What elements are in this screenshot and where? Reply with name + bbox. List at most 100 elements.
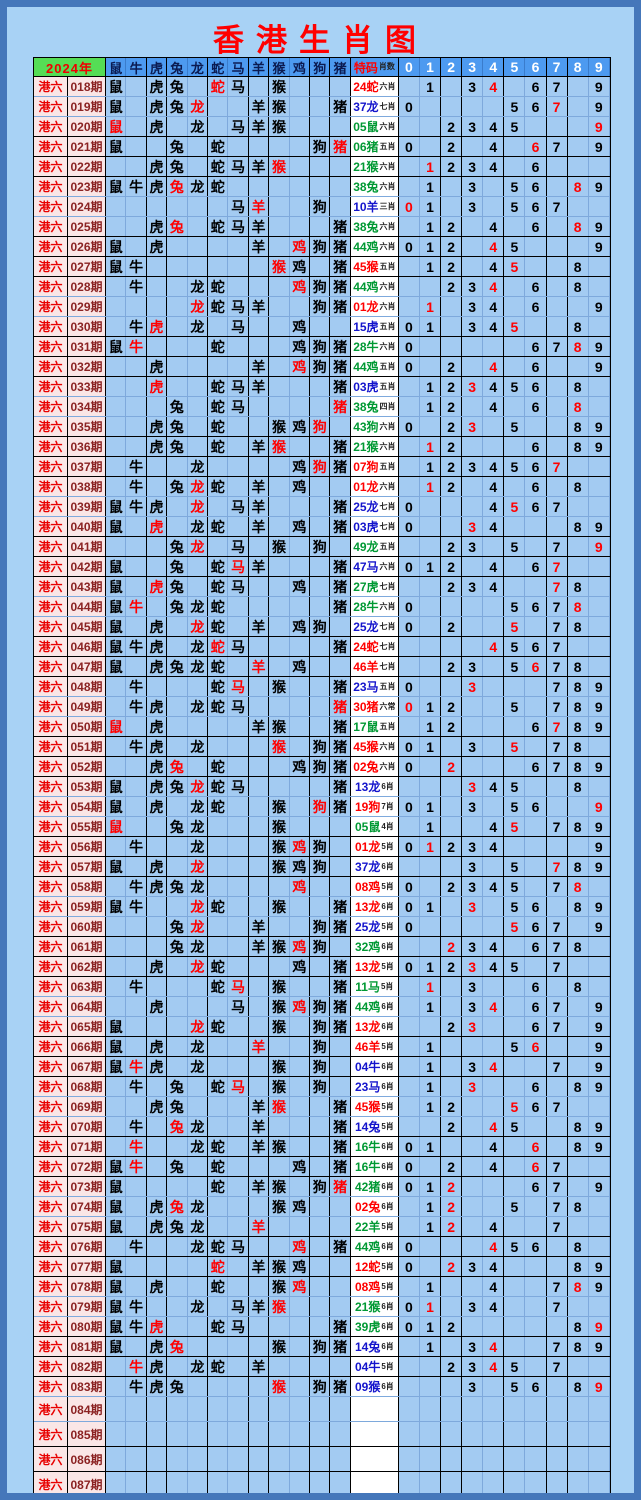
zodiac-cell [249,77,270,96]
zodiac-cell: 牛 [126,1317,147,1336]
digit-cell [483,1422,505,1446]
zodiac-cell: 蛇 [208,797,229,816]
digit-value: 9 [594,518,603,535]
zodiac-cell [106,277,127,296]
digit-cell [462,697,484,716]
zodiac-char: 龙 [190,538,205,555]
zodiac-cell [249,1277,270,1296]
zodiac-char: 狗 [312,1378,327,1395]
digit-cell: 6 [525,157,547,176]
digit-cell [504,1157,526,1176]
zodiac-cell: 猪 [330,297,351,316]
digit-value: 7 [552,1018,561,1035]
digit-cell [483,757,505,776]
zodiac-char: 羊 [251,1118,266,1135]
zodiac-cell: 鸡 [290,317,311,336]
digit-value: 8 [573,1318,582,1335]
digit-cell: 4 [483,637,505,656]
special-number: 23马 [354,1080,381,1094]
special-suffix: 六肖 [379,162,396,171]
digit-value: 8 [573,178,582,195]
digit-value: 0 [405,618,413,635]
digit-cell: 9 [589,297,610,316]
zodiac-cell: 羊 [249,1037,270,1056]
special-suffix: 5肖 [381,842,394,851]
digit-cell: 6 [525,997,547,1016]
digit-cell [399,1197,420,1216]
zodiac-cell: 龙 [188,1017,209,1036]
digit-value: 2 [447,1098,455,1115]
digit-value: 5 [510,618,519,635]
digit-cell: 2 [441,697,463,716]
zodiac-cell [147,277,168,296]
digit-cell [420,1237,442,1256]
zodiac-cell [249,977,270,996]
zodiac-cell [167,357,188,376]
zodiac-cell: 鸡 [290,857,311,876]
zodiac-char: 猪 [333,798,348,815]
digit-value: 8 [573,1138,582,1155]
zodiac-cell: 鼠 [106,497,127,516]
digit-cell [483,617,505,636]
zodiac-cell: 兔 [167,577,188,596]
digit-cell: 1 [420,1337,442,1356]
digit-cell [420,917,442,936]
digit-cell: 4 [483,297,505,316]
zodiac-cell: 兔 [167,817,188,836]
digit-cell: 4 [483,157,505,176]
zodiac-char: 猴 [271,538,286,555]
zodiac-cell [147,917,168,936]
period-cell: 085期 [68,1422,106,1446]
zodiac-cell: 羊 [249,1097,270,1116]
row-label-cell: 港六 [34,217,68,236]
zodiac-cell [188,357,209,376]
digit-cell [525,1397,547,1421]
zodiac-cell [269,337,290,356]
zodiac-cell: 鸡 [290,837,311,856]
digit-cell [504,1397,526,1421]
digit-value: 5 [510,898,519,915]
zodiac-char: 兔 [169,218,184,235]
row-label-cell: 港六 [34,637,68,656]
digit-value: 1 [426,1198,434,1215]
zodiac-cell [228,797,249,816]
zodiac-cell [147,197,168,216]
zodiac-cell: 牛 [126,897,147,916]
zodiac-cell: 羊 [249,1217,270,1236]
zodiac-char: 猪 [333,778,348,795]
zodiac-cell: 龙 [188,1137,209,1156]
digit-cell: 4 [483,497,505,516]
zodiac-cell: 虎 [147,237,168,256]
digit-cell: 6 [525,1097,547,1116]
zodiac-char: 猪 [333,338,348,355]
digit-cell [462,257,484,276]
digit-cell: 0 [399,1257,420,1276]
digit-value: 4 [489,1358,498,1375]
digit-cell [504,137,526,156]
digit-cell [568,1422,589,1446]
zodiac-cell [249,177,270,196]
digit-cell: 3 [462,1057,484,1076]
zodiac-cell: 蛇 [208,137,229,156]
digit-cell [420,857,442,876]
digit-cell: 0 [399,897,420,916]
zodiac-cell [167,1397,188,1421]
digit-cell [547,1077,568,1096]
table-row: 港六 040期鼠虎龙蛇羊鸡猪 03虎 七肖 0 3 4 8 9 [34,517,610,537]
zodiac-cell [188,1157,209,1176]
zodiac-cell [208,937,229,956]
digit-cell: 2 [441,617,463,636]
zodiac-char: 狗 [312,358,327,375]
zodiac-char: 虎 [149,158,164,175]
digit-cell: 8 [568,657,589,676]
digit-value: 3 [468,878,477,895]
zodiac-cell: 鼠 [106,1157,127,1176]
zodiac-char: 猴 [271,858,286,875]
zodiac-char: 羊 [251,1258,266,1275]
digit-value: 9 [594,1138,603,1155]
digit-cell [589,1217,610,1236]
digit-cell [462,137,484,156]
digit-cell [525,1317,547,1336]
zodiac-cell: 羊 [249,117,270,136]
zodiac-char: 鼠 [108,238,123,255]
